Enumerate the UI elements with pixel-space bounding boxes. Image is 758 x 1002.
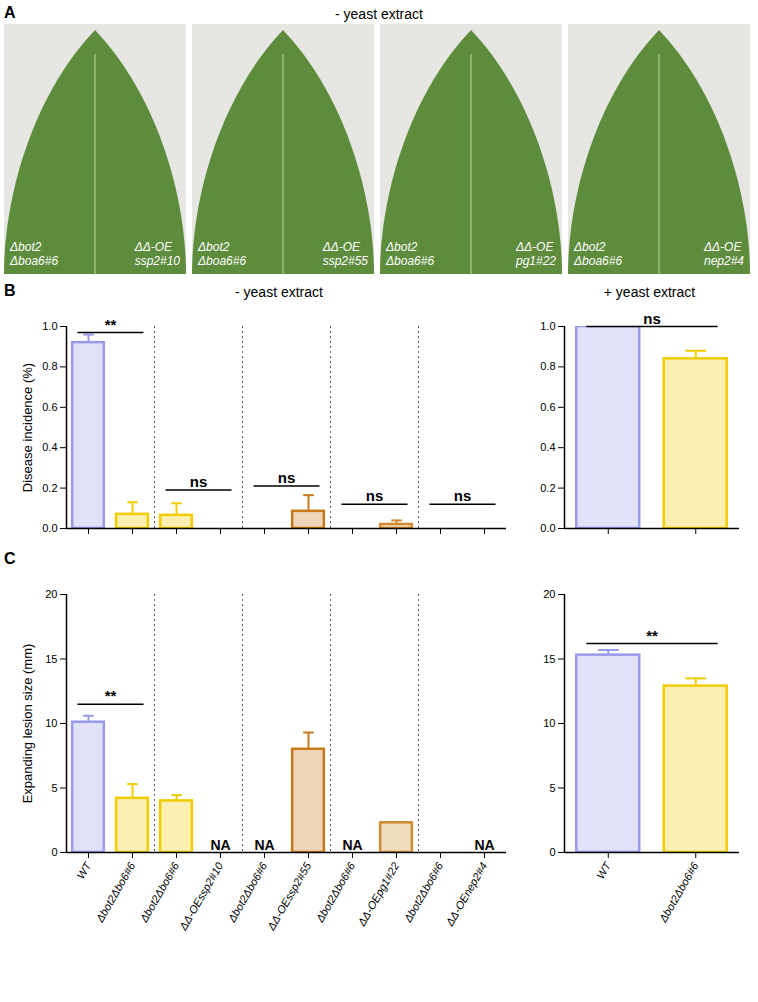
svg-text:ns: ns <box>190 473 208 490</box>
html-text:B: B <box>4 282 16 299</box>
svg-text:WT: WT <box>594 859 614 881</box>
html-text:Δbot2: Δbot2 <box>574 240 606 254</box>
svg-text:Δbot2Δbo6#6: Δbot2Δbo6#6 <box>656 860 701 925</box>
html-text:Δboa6#6: Δboa6#6 <box>10 254 59 268</box>
svg-text:0.2: 0.2 <box>42 482 57 494</box>
svg-text:20: 20 <box>543 588 555 600</box>
svg-text:1.0: 1.0 <box>42 320 57 332</box>
svg-text:10: 10 <box>45 717 57 729</box>
svg-text:Δbot2Δbo6#6: Δbot2Δbo6#6 <box>225 860 270 925</box>
svg-text:15: 15 <box>45 653 57 665</box>
svg-text:20: 20 <box>45 588 57 600</box>
svg-text:1.0: 1.0 <box>540 320 555 332</box>
svg-text:NA: NA <box>342 837 362 853</box>
svg-text:**: ** <box>105 316 117 333</box>
html-text:pg1#22: pg1#22 <box>516 254 556 268</box>
html-text:Δboa6#6: Δboa6#6 <box>386 254 435 268</box>
svg-text:**: ** <box>646 627 658 644</box>
html-text:A: A <box>4 4 16 21</box>
html-text:C: C <box>4 550 16 567</box>
svg-text:5: 5 <box>549 782 555 794</box>
svg-text:0.8: 0.8 <box>540 360 555 372</box>
html-text:ssp2#55: ssp2#55 <box>322 254 368 268</box>
svg-text:0.0: 0.0 <box>540 522 555 534</box>
html-text:ΔΔ-OE: ΔΔ-OE <box>134 240 173 254</box>
html-text:ΔΔ-OE: ΔΔ-OE <box>516 240 554 254</box>
html-text:Δboa6#6: Δboa6#6 <box>574 254 623 268</box>
svg-text:0.4: 0.4 <box>540 441 555 453</box>
svg-text:0: 0 <box>51 846 57 858</box>
svg-text:15: 15 <box>543 653 555 665</box>
svg-text:ΔΔ-OEssp2#55: ΔΔ-OEssp2#55 <box>264 859 313 932</box>
svg-text:Expanding lesion size (mm): Expanding lesion size (mm) <box>20 644 35 804</box>
svg-text:Disease incidence (%): Disease incidence (%) <box>20 363 35 492</box>
svg-text:ΔΔ-OEssp2#10: ΔΔ-OEssp2#10 <box>176 859 225 932</box>
svg-text:0: 0 <box>549 846 555 858</box>
svg-text:**: ** <box>105 687 117 704</box>
html-text:ΔΔ-OE: ΔΔ-OE <box>704 240 742 254</box>
svg-text:NA: NA <box>210 837 230 853</box>
html-text:+ yeast extract: + yeast extract <box>603 284 696 300</box>
svg-text:0.6: 0.6 <box>540 401 555 413</box>
svg-text:WT: WT <box>74 859 94 881</box>
svg-text:Δbot2Δbo6#6: Δbot2Δbo6#6 <box>401 860 446 925</box>
html-text:Δbot2: Δbot2 <box>386 240 418 254</box>
svg-text:0.2: 0.2 <box>540 482 555 494</box>
svg-text:0.4: 0.4 <box>42 441 57 453</box>
svg-text:Δbot2Δbo6#6: Δbot2Δbo6#6 <box>313 860 358 925</box>
svg-text:Δbot2Δbo6#6: Δbot2Δbo6#6 <box>93 860 138 925</box>
svg-text:0.0: 0.0 <box>42 522 57 534</box>
html-text:Δbot2: Δbot2 <box>10 240 42 254</box>
svg-text:0.6: 0.6 <box>42 401 57 413</box>
svg-text:NA: NA <box>474 837 494 853</box>
svg-text:ΔΔ-OEnep2#4: ΔΔ-OEnep2#4 <box>443 860 489 928</box>
html-text:nep2#4: nep2#4 <box>704 254 744 268</box>
svg-text:ns: ns <box>643 310 661 327</box>
svg-text:NA: NA <box>254 837 274 853</box>
html-text:- yeast extract: - yeast extract <box>335 6 423 22</box>
html-text:ssp2#10: ssp2#10 <box>134 254 180 268</box>
svg-text:ΔΔ-OEpg1#22: ΔΔ-OEpg1#22 <box>355 860 401 928</box>
svg-text:ns: ns <box>454 487 472 504</box>
html-text:ΔΔ-OE: ΔΔ-OE <box>322 240 361 254</box>
html-text:- yeast extract: - yeast extract <box>235 284 323 300</box>
svg-text:ns: ns <box>278 469 296 486</box>
svg-text:ns: ns <box>366 487 384 504</box>
html-text:Δbot2: Δbot2 <box>198 240 230 254</box>
svg-text:10: 10 <box>543 717 555 729</box>
svg-text:5: 5 <box>51 782 57 794</box>
svg-text:Δbot2Δbo6#6: Δbot2Δbo6#6 <box>137 860 182 925</box>
svg-text:0.8: 0.8 <box>42 360 57 372</box>
html-text:Δboa6#6: Δboa6#6 <box>198 254 247 268</box>
